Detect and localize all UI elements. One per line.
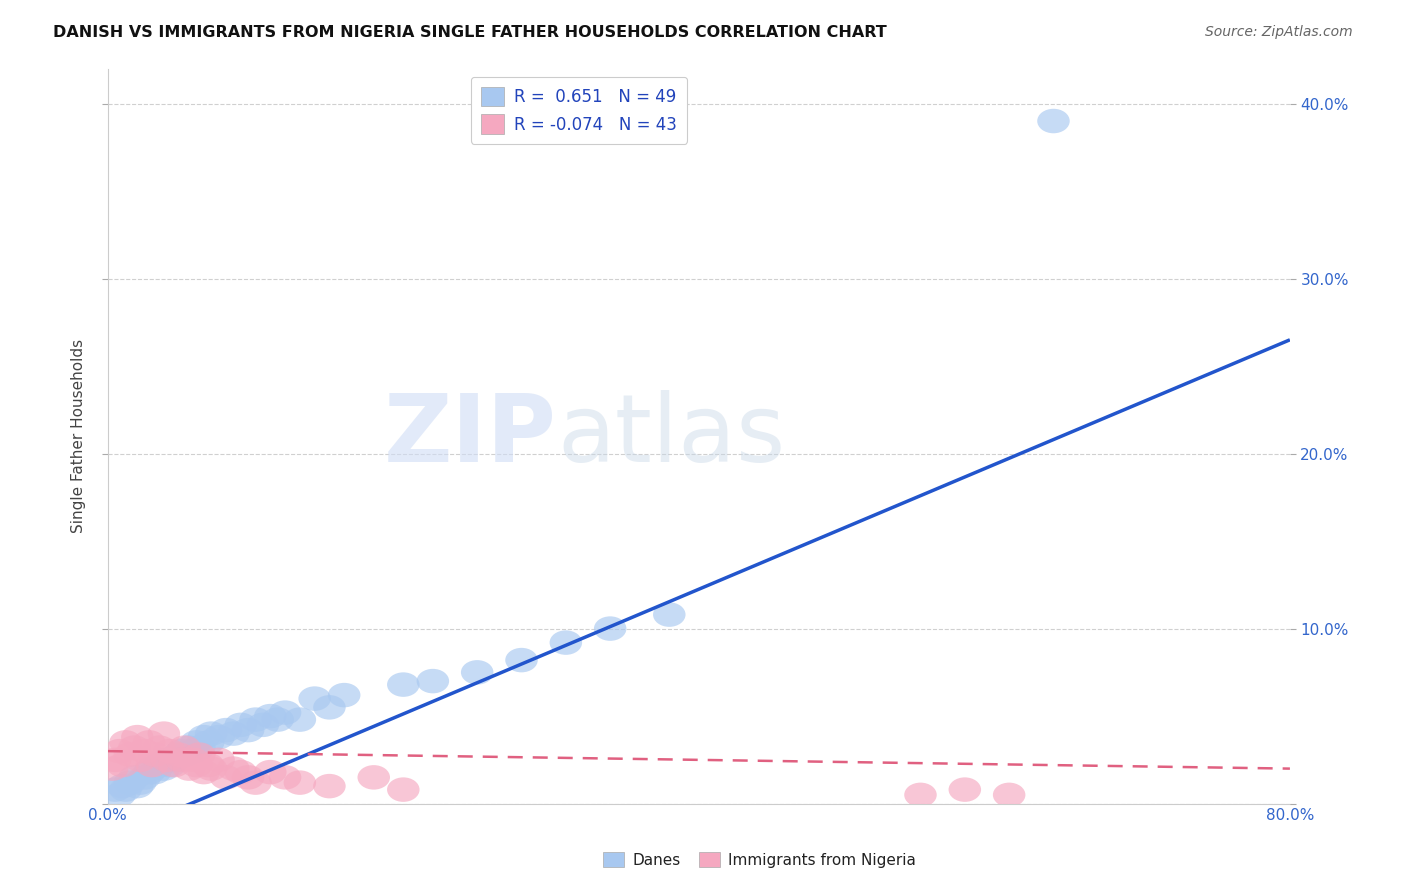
Ellipse shape: [148, 722, 180, 746]
Ellipse shape: [284, 707, 316, 731]
Ellipse shape: [246, 713, 280, 737]
Ellipse shape: [103, 739, 136, 764]
Ellipse shape: [163, 742, 195, 767]
Y-axis label: Single Father Households: Single Father Households: [72, 339, 86, 533]
Ellipse shape: [183, 742, 215, 767]
Ellipse shape: [225, 713, 257, 737]
Ellipse shape: [124, 771, 156, 795]
Ellipse shape: [904, 782, 936, 807]
Ellipse shape: [195, 722, 228, 746]
Ellipse shape: [157, 747, 191, 772]
Ellipse shape: [98, 747, 131, 772]
Ellipse shape: [387, 673, 419, 697]
Ellipse shape: [166, 739, 198, 764]
Ellipse shape: [298, 686, 330, 711]
Text: ZIP: ZIP: [384, 390, 557, 482]
Ellipse shape: [269, 700, 301, 725]
Ellipse shape: [416, 669, 449, 693]
Ellipse shape: [136, 756, 169, 780]
Ellipse shape: [134, 760, 166, 784]
Ellipse shape: [103, 782, 136, 807]
Ellipse shape: [139, 742, 172, 767]
Ellipse shape: [177, 747, 209, 772]
Ellipse shape: [114, 742, 146, 767]
Ellipse shape: [107, 753, 139, 777]
Ellipse shape: [269, 765, 301, 789]
Ellipse shape: [150, 747, 183, 772]
Ellipse shape: [314, 695, 346, 720]
Ellipse shape: [128, 739, 160, 764]
Ellipse shape: [387, 777, 419, 802]
Ellipse shape: [173, 735, 205, 760]
Ellipse shape: [652, 602, 686, 627]
Ellipse shape: [993, 782, 1025, 807]
Ellipse shape: [217, 756, 250, 780]
Ellipse shape: [134, 731, 166, 755]
Ellipse shape: [202, 725, 235, 749]
Ellipse shape: [136, 753, 169, 777]
Ellipse shape: [239, 707, 271, 731]
Ellipse shape: [195, 756, 228, 780]
Ellipse shape: [153, 739, 186, 764]
Ellipse shape: [121, 774, 153, 798]
Ellipse shape: [232, 765, 264, 789]
Ellipse shape: [121, 725, 153, 749]
Ellipse shape: [118, 765, 150, 789]
Ellipse shape: [110, 777, 142, 802]
Ellipse shape: [143, 735, 176, 760]
Ellipse shape: [98, 777, 131, 802]
Ellipse shape: [180, 731, 212, 755]
Ellipse shape: [139, 760, 172, 784]
Ellipse shape: [110, 731, 142, 755]
Ellipse shape: [284, 771, 316, 795]
Ellipse shape: [157, 753, 191, 777]
Ellipse shape: [169, 735, 201, 760]
Ellipse shape: [148, 756, 180, 780]
Ellipse shape: [314, 774, 346, 798]
Ellipse shape: [328, 683, 360, 707]
Ellipse shape: [262, 707, 294, 731]
Text: Source: ZipAtlas.com: Source: ZipAtlas.com: [1205, 25, 1353, 39]
Ellipse shape: [153, 753, 186, 777]
Ellipse shape: [124, 747, 156, 772]
Ellipse shape: [107, 774, 139, 798]
Ellipse shape: [177, 739, 209, 764]
Ellipse shape: [163, 742, 195, 767]
Ellipse shape: [550, 631, 582, 655]
Ellipse shape: [461, 660, 494, 684]
Ellipse shape: [166, 747, 198, 772]
Ellipse shape: [173, 756, 205, 780]
Ellipse shape: [505, 648, 537, 673]
Text: atlas: atlas: [557, 390, 785, 482]
Ellipse shape: [254, 760, 287, 784]
Ellipse shape: [239, 771, 271, 795]
Ellipse shape: [114, 771, 146, 795]
Ellipse shape: [187, 760, 221, 784]
Ellipse shape: [225, 760, 257, 784]
Ellipse shape: [128, 765, 160, 789]
Ellipse shape: [593, 616, 627, 640]
Ellipse shape: [187, 725, 221, 749]
Ellipse shape: [169, 742, 201, 767]
Ellipse shape: [949, 777, 981, 802]
Ellipse shape: [193, 731, 225, 755]
Ellipse shape: [202, 747, 235, 772]
Ellipse shape: [217, 722, 250, 746]
Ellipse shape: [150, 747, 183, 772]
Ellipse shape: [193, 753, 225, 777]
Ellipse shape: [180, 753, 212, 777]
Ellipse shape: [357, 765, 389, 789]
Ellipse shape: [209, 765, 242, 789]
Legend: R =  0.651   N = 49, R = -0.074   N = 43: R = 0.651 N = 49, R = -0.074 N = 43: [471, 77, 688, 144]
Ellipse shape: [183, 735, 215, 760]
Ellipse shape: [1038, 109, 1070, 133]
Ellipse shape: [143, 753, 176, 777]
Legend: Danes, Immigrants from Nigeria: Danes, Immigrants from Nigeria: [598, 846, 921, 873]
Ellipse shape: [254, 704, 287, 729]
Ellipse shape: [96, 756, 128, 780]
Text: DANISH VS IMMIGRANTS FROM NIGERIA SINGLE FATHER HOUSEHOLDS CORRELATION CHART: DANISH VS IMMIGRANTS FROM NIGERIA SINGLE…: [53, 25, 887, 40]
Ellipse shape: [118, 735, 150, 760]
Ellipse shape: [232, 718, 264, 742]
Ellipse shape: [209, 718, 242, 742]
